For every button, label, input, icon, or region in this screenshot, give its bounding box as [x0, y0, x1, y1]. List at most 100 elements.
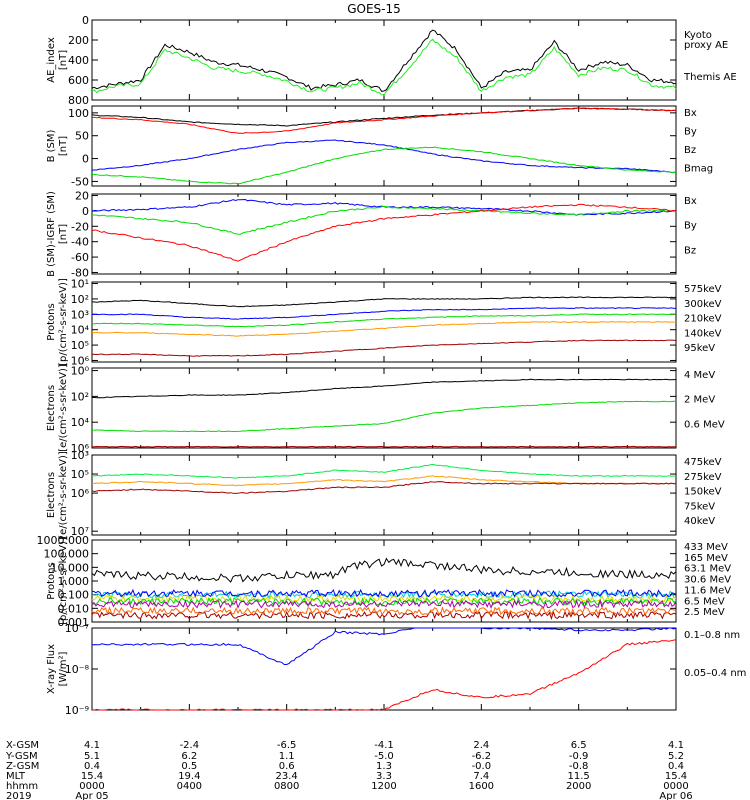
legend-entry: 150keV: [684, 487, 722, 498]
y-axis-label: [nT]: [58, 50, 69, 70]
panel-7: 1000.000100.00010.0001.0000.1000.0100.00…: [37, 534, 732, 629]
footer-row-label: X-GSM: [6, 740, 39, 751]
legend-entry: 433 MeV: [684, 542, 728, 553]
footer-value: 4.1: [668, 740, 684, 751]
series-line: [92, 139, 677, 173]
y-axis-label: B (SM): [46, 129, 57, 162]
y-axis-label: Electrons: [46, 385, 57, 431]
y-tick-label: 10⁶: [71, 354, 90, 367]
legend-entry: 11.6 MeV: [684, 585, 731, 596]
series-line: [91, 639, 677, 711]
footer-value: 1.3: [376, 761, 392, 772]
footer-value: 0400: [177, 781, 202, 792]
legend-entry: 0.1–0.8 nm: [684, 630, 740, 641]
legend-entry: 4 MeV: [684, 370, 715, 381]
y-axis-label: [W/m²]: [58, 651, 69, 686]
series-line: [91, 107, 677, 135]
y-tick-label: 0: [82, 14, 89, 27]
y-tick-label: -20: [71, 220, 89, 233]
legend-entry: 40keV: [684, 516, 715, 527]
series-line: [91, 445, 677, 448]
legend-entry: Themis AE: [683, 72, 737, 83]
footer-value: -0.8: [569, 761, 589, 772]
y-tick-label: -60: [71, 251, 89, 264]
y-tick-label: 1.000: [58, 575, 90, 588]
legend-entry: By: [684, 127, 697, 138]
series-line: [91, 205, 677, 235]
y-tick-label: 10⁶: [71, 487, 90, 500]
legend-entry: 300keV: [684, 299, 722, 310]
y-tick-label: 10³: [71, 308, 89, 321]
y-axis-label: Protons: [46, 303, 57, 340]
footer-value: 0.5: [181, 761, 197, 772]
legend-entry: 2.5 MeV: [684, 607, 725, 618]
footer-value: 0.6: [279, 761, 295, 772]
legend-entry: 210keV: [684, 314, 722, 325]
series-line: [91, 38, 677, 96]
legend-entry: 475keV: [684, 457, 722, 468]
footer-row-label: Y-GSM: [5, 751, 38, 762]
footer-value: -6.2: [472, 751, 492, 762]
footer-value: 19.4: [178, 771, 200, 782]
legend-entry: 575keV: [684, 284, 722, 295]
series-line: [91, 588, 677, 598]
footer-row-label: MLT: [6, 771, 26, 782]
y-tick-label: 0: [82, 153, 89, 166]
y-tick-label: 600: [68, 74, 89, 87]
y-tick-label: -50: [71, 175, 89, 188]
footer-row-label: hhmm: [6, 781, 38, 792]
panel-4: 10¹ 10² 10³ 10⁴ 10⁵ 10⁶ Protons [p/(cm²-s-sr-ke…: [46, 278, 722, 368]
footer-value: -2.4: [180, 740, 200, 751]
series-line: [92, 378, 676, 399]
y-tick-label: 0: [82, 205, 89, 218]
panel-2: 100 50 0 -50 B (SM) [nT] Bx By Bz Bmag: [46, 105, 713, 188]
y-tick-label: 10⁴: [71, 416, 90, 429]
ephemeris-footer: X-GSMY-GSMZ-GSMMLThhmm20194.15.10.415.40…: [5, 740, 693, 800]
y-tick-label: 0.010: [58, 602, 90, 615]
y-axis-label: B (SM)-IGRF (SM): [46, 191, 57, 277]
series-line: [91, 463, 677, 479]
y-tick-label: 10⁶: [71, 442, 90, 455]
series-line: [91, 313, 677, 328]
y-tick-label: 400: [68, 54, 89, 67]
y-tick-label: 10⁵: [71, 468, 89, 481]
y-axis-label: [nT]: [58, 224, 69, 244]
footer-value: 0000: [663, 781, 688, 792]
legend-entry: Bz: [684, 245, 696, 256]
legend-entry: 165 MeV: [684, 553, 728, 564]
y-tick-label: 10³: [71, 449, 89, 462]
footer-value: 0.4: [84, 761, 100, 772]
y-axis-label: [e/(cm²-s-sr-keV)]: [58, 364, 69, 452]
y-tick-label: 10²: [71, 390, 89, 403]
footer-value: 6.2: [181, 751, 197, 762]
y-tick-label: 800: [68, 94, 89, 107]
y-axis-label: Protons: [46, 562, 57, 599]
footer-value: 6.5: [571, 740, 587, 751]
footer-value: 7.4: [473, 771, 489, 782]
y-axis-label: Electrons: [46, 472, 57, 518]
series-line: [91, 599, 677, 610]
footer-value: 2000: [566, 781, 591, 792]
footer-value: 5.2: [668, 751, 684, 762]
series-line: [91, 307, 677, 320]
footer-value: 4.1: [84, 740, 100, 751]
y-tick-label: 20: [75, 190, 89, 203]
footer-value: 15.4: [665, 771, 687, 782]
legend-entry: By: [684, 221, 697, 232]
legend-entry: 75keV: [684, 501, 715, 512]
y-tick-label: 1000.000: [37, 534, 90, 547]
footer-value: -5.0: [374, 751, 394, 762]
y-tick-label: -80: [71, 266, 89, 279]
legend-entry: 2 MeV: [684, 395, 715, 406]
footer-value: Apr 06: [659, 791, 692, 800]
y-tick-label: 200: [68, 34, 89, 47]
legend-entry: 140keV: [684, 328, 722, 339]
panel-frame: [91, 454, 677, 536]
footer-value: 0000: [79, 781, 104, 792]
figure-title: GOES-15: [347, 2, 401, 16]
series-line: [92, 146, 677, 185]
y-tick-label: 100: [68, 107, 89, 120]
legend-entry: 63.1 MeV: [684, 564, 731, 575]
